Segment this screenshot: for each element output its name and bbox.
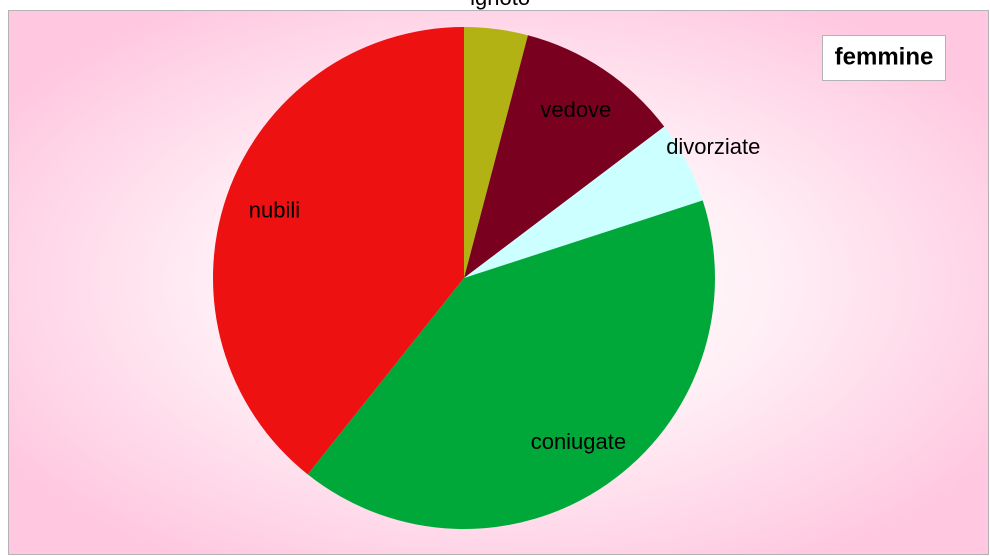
pie-slice (464, 35, 665, 279)
slice-label: divorziate (666, 134, 760, 159)
slice-label: coniugate (531, 429, 626, 454)
chart-title: femmine (835, 43, 934, 70)
pie-slice (212, 27, 464, 475)
slice-label: vedove (540, 97, 611, 122)
slice-label: nubili (249, 198, 300, 223)
pie-slice (464, 27, 528, 278)
slice-label: ignoto (470, 0, 530, 10)
pie-slice (307, 200, 716, 530)
title-box (822, 35, 946, 81)
pie-slice (464, 126, 703, 278)
